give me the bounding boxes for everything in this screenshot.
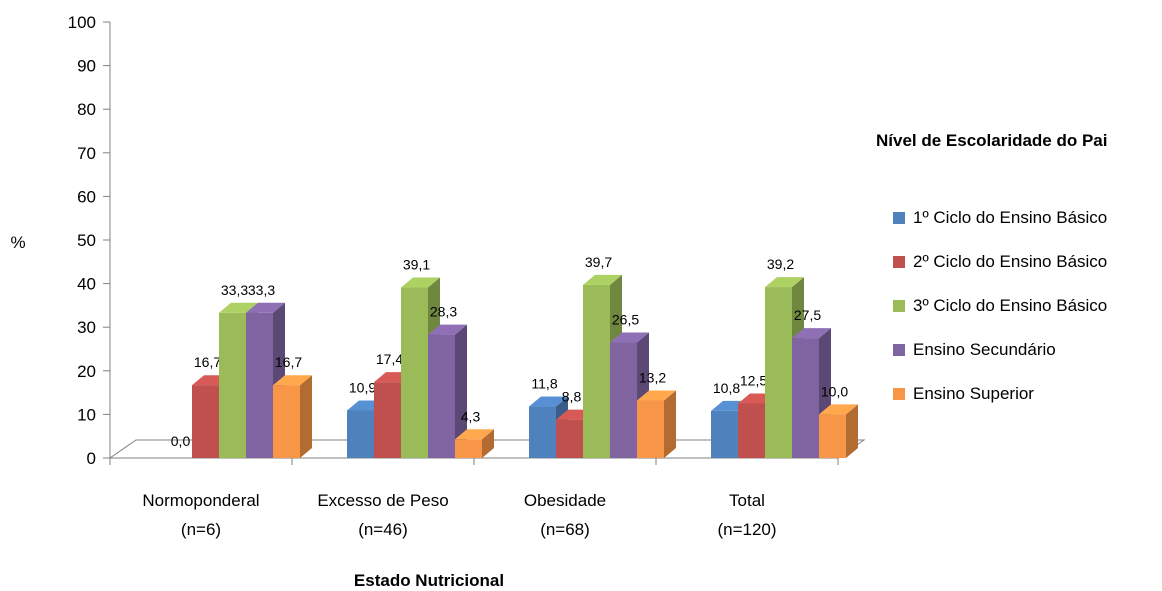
data-label: 11,8 (531, 376, 557, 392)
legend-title: Nível de Escolaridade do Pai (876, 131, 1108, 150)
y-axis-title: % (10, 233, 25, 252)
category-label: Obesidade (524, 491, 606, 510)
data-label: 33,3 (221, 282, 248, 298)
legend-swatch (893, 212, 905, 224)
y-tick-label: 50 (77, 231, 96, 250)
bar (374, 382, 401, 458)
y-tick-label: 70 (77, 144, 96, 163)
bar (711, 410, 738, 458)
legend-label: 2º Ciclo do Ensino Básico (913, 252, 1108, 271)
y-tick-label: 40 (77, 275, 96, 294)
bar-side (455, 324, 467, 458)
bar (556, 419, 583, 458)
category-sublabel: (n=6) (181, 520, 221, 539)
legend-item: Ensino Secundário (893, 328, 1107, 372)
data-label: 12,5 (740, 373, 767, 389)
legend-swatch (893, 300, 905, 312)
y-tick-label: 80 (77, 100, 96, 119)
data-label: 10,9 (349, 379, 376, 395)
bar-top (273, 375, 312, 386)
bar (583, 284, 610, 458)
legend-item: 1º Ciclo do Ensino Básico (893, 196, 1107, 240)
bar (792, 338, 819, 458)
y-tick-label: 60 (77, 187, 96, 206)
bar (610, 342, 637, 458)
y-tick-label: 100 (68, 13, 96, 32)
bar-top (401, 277, 440, 288)
legend-swatch (893, 344, 905, 356)
category-label: Normoponderal (142, 491, 259, 510)
y-tick-label: 90 (77, 57, 96, 76)
bar (455, 439, 482, 458)
legend-swatch (893, 256, 905, 268)
y-tick-label: 30 (77, 318, 96, 337)
category-sublabel: (n=68) (540, 520, 590, 539)
legend-item: 2º Ciclo do Ensino Básico (893, 240, 1107, 284)
data-label: 8,8 (562, 389, 582, 405)
bar (529, 406, 556, 458)
legend: 1º Ciclo do Ensino Básico 2º Ciclo do Ens… (893, 196, 1107, 416)
data-label: 26,5 (612, 311, 639, 327)
y-tick-label: 10 (77, 405, 96, 424)
legend-label: Ensino Superior (913, 384, 1034, 403)
bar-top (819, 404, 858, 415)
legend-label: 3º Ciclo do Ensino Básico (913, 296, 1108, 315)
bar (765, 287, 792, 458)
bar (273, 385, 300, 458)
bar-top (765, 277, 804, 288)
data-label: 33,3 (248, 282, 275, 298)
data-label: 4,3 (461, 408, 481, 424)
data-label: 13,2 (639, 369, 666, 385)
legend-item: 3º Ciclo do Ensino Básico (893, 284, 1107, 328)
bar-side (482, 429, 494, 458)
data-label: 17,4 (376, 351, 403, 367)
data-label: 16,7 (275, 354, 302, 370)
legend-label: 1º Ciclo do Ensino Básico (913, 208, 1108, 227)
y-tick-label: 0 (87, 449, 96, 468)
legend-swatch (893, 388, 905, 400)
data-label: 16,7 (194, 354, 221, 370)
bar (246, 312, 273, 458)
bar-side (664, 390, 676, 458)
bar (738, 403, 765, 458)
bar (347, 410, 374, 458)
bar (819, 414, 846, 458)
bar (428, 334, 455, 458)
data-label: 10,8 (713, 380, 740, 396)
data-label: 0,0 (171, 433, 191, 449)
bar (219, 312, 246, 458)
bar (192, 385, 219, 458)
data-label: 27,5 (794, 307, 821, 323)
bar-top (792, 328, 831, 339)
bar-top (455, 429, 494, 440)
category-label: Total (729, 491, 765, 510)
data-label: 28,3 (430, 304, 457, 320)
category-label: Excesso de Peso (317, 491, 448, 510)
bar-top (637, 390, 676, 401)
bar-top (583, 274, 622, 285)
bar (401, 287, 428, 458)
legend-item: Ensino Superior (893, 372, 1107, 416)
bar-top (529, 396, 568, 407)
bar-top (428, 324, 467, 335)
bar (637, 400, 664, 458)
data-label: 39,2 (767, 256, 794, 272)
category-sublabel: (n=120) (717, 520, 776, 539)
data-label: 39,1 (403, 257, 430, 273)
bar-side (300, 375, 312, 458)
y-tick-label: 20 (77, 362, 96, 381)
category-sublabel: (n=46) (358, 520, 408, 539)
bar-top (246, 302, 285, 313)
bar-top (610, 332, 649, 343)
bar-top (219, 302, 258, 313)
data-label: 10,0 (821, 383, 848, 399)
x-axis-title: Estado Nutricional (354, 571, 504, 590)
legend-label: Ensino Secundário (913, 340, 1056, 359)
bar-side (846, 404, 858, 458)
data-label: 39,7 (585, 254, 612, 270)
